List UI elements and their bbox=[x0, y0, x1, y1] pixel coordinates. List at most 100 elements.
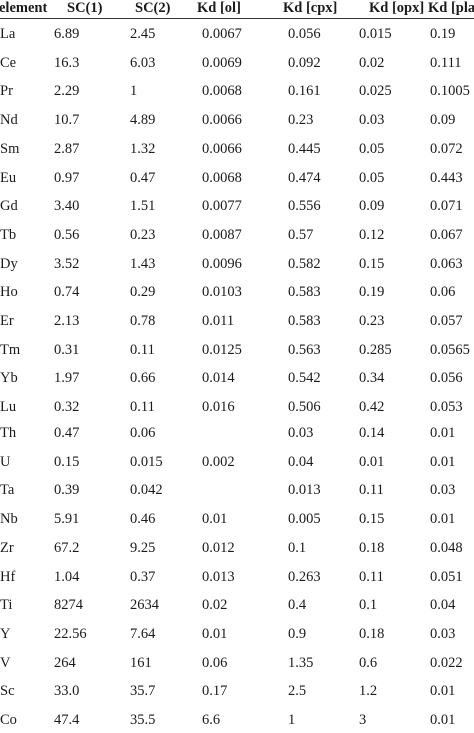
table-row: Yb 1.97 0.66 0.014 0.542 0.34 0.056 bbox=[0, 365, 474, 391]
value-cell: 0.11 bbox=[359, 568, 384, 585]
value-cell: 0.02 bbox=[359, 54, 385, 71]
value-cell: 0.29 bbox=[130, 284, 156, 301]
table-row: Zr 67.2 9.25 0.012 0.1 0.18 0.048 bbox=[0, 535, 474, 561]
table-row: Er 2.13 0.78 0.011 0.583 0.23 0.057 bbox=[0, 308, 474, 334]
value-cell: 0.06 bbox=[430, 284, 456, 301]
value-cell: 2.13 bbox=[54, 313, 80, 329]
value-cell: 2.29 bbox=[54, 83, 80, 100]
value-cell: 0.01 bbox=[430, 453, 456, 470]
value-cell: 0.0087 bbox=[202, 226, 242, 243]
value-cell: 0.563 bbox=[288, 341, 321, 358]
value-cell: 0.582 bbox=[288, 255, 321, 272]
value-cell: 0.01 bbox=[430, 511, 456, 528]
value-cell: 0.0565 bbox=[430, 341, 470, 358]
table-row: Dy 3.52 1.43 0.0096 0.582 0.15 0.063 bbox=[0, 251, 474, 277]
element-cell: V bbox=[0, 654, 11, 671]
value-cell: 67.2 bbox=[54, 539, 80, 556]
header-sc2: SC(2) bbox=[135, 0, 171, 16]
value-cell: 0.063 bbox=[430, 255, 463, 272]
value-cell: 0.0068 bbox=[202, 169, 242, 186]
value-cell: 0.57 bbox=[288, 226, 314, 243]
value-cell: 0.0125 bbox=[202, 341, 242, 358]
header-element: element bbox=[0, 0, 48, 16]
value-cell: 0.583 bbox=[288, 284, 321, 301]
value-cell: 0.11 bbox=[359, 482, 384, 499]
value-cell: 0.09 bbox=[359, 198, 385, 215]
value-cell: 0.11 bbox=[130, 399, 155, 416]
header-kd-ol: Kd [ol] bbox=[197, 0, 241, 16]
element-cell: Tb bbox=[0, 226, 17, 243]
element-cell: La bbox=[0, 26, 16, 42]
value-cell: 2634 bbox=[130, 597, 159, 614]
value-cell: 0.47 bbox=[54, 425, 80, 441]
table-row: Tb 0.56 0.23 0.0087 0.57 0.12 0.067 bbox=[0, 222, 474, 248]
value-cell: 0.9 bbox=[288, 625, 307, 642]
table-row: Ti 8274 2634 0.02 0.4 0.1 0.04 bbox=[0, 592, 474, 618]
table-row: Ta 0.39 0.042 0.013 0.11 0.03 bbox=[0, 477, 474, 503]
value-cell: 0.067 bbox=[430, 226, 463, 243]
table-row: Y 22.56 7.64 0.01 0.9 0.18 0.03 bbox=[0, 621, 474, 647]
header-rule bbox=[0, 18, 474, 19]
value-cell: 0.39 bbox=[54, 482, 80, 499]
value-cell: 0.03 bbox=[430, 482, 456, 499]
value-cell: 0.04 bbox=[430, 597, 456, 614]
value-cell: 16.3 bbox=[54, 54, 80, 71]
value-cell: 3 bbox=[359, 712, 367, 728]
value-cell: 0.042 bbox=[130, 482, 163, 499]
value-cell: 5.91 bbox=[54, 511, 80, 528]
value-cell: 0.016 bbox=[202, 399, 235, 416]
value-cell: 0.05 bbox=[359, 140, 385, 157]
value-cell: 1.04 bbox=[54, 568, 80, 585]
value-cell: 0.11 bbox=[130, 341, 155, 358]
element-cell: Yb bbox=[0, 370, 18, 387]
element-cell: Dy bbox=[0, 255, 18, 272]
value-cell: 0.15 bbox=[359, 511, 385, 528]
value-cell: 0.19 bbox=[359, 284, 385, 301]
value-cell: 0.0096 bbox=[202, 255, 242, 272]
element-cell: Ho bbox=[0, 284, 18, 301]
value-cell: 0.01 bbox=[430, 425, 456, 441]
value-cell: 0.056 bbox=[288, 26, 321, 42]
value-cell: 0.0066 bbox=[202, 140, 242, 157]
value-cell: 0.17 bbox=[202, 683, 228, 700]
element-cell: Lu bbox=[0, 399, 17, 416]
value-cell: 6.89 bbox=[54, 26, 80, 42]
header-kd-opx: Kd [opx] bbox=[369, 0, 425, 16]
value-cell: 0.46 bbox=[130, 511, 156, 528]
table-row: Eu 0.97 0.47 0.0068 0.474 0.05 0.443 bbox=[0, 165, 474, 191]
value-cell: 0.002 bbox=[202, 453, 235, 470]
value-cell: 0.06 bbox=[202, 654, 228, 671]
value-cell: 1.32 bbox=[130, 140, 156, 157]
table-row: Nb 5.91 0.46 0.01 0.005 0.15 0.01 bbox=[0, 506, 474, 532]
value-cell: 2.87 bbox=[54, 140, 80, 157]
value-cell: 0.012 bbox=[202, 539, 235, 556]
value-cell: 0.445 bbox=[288, 140, 321, 157]
table-row: La 6.89 2.45 0.0067 0.056 0.015 0.19 bbox=[0, 21, 474, 47]
element-cell: Eu bbox=[0, 169, 17, 186]
value-cell: 0.011 bbox=[202, 313, 235, 329]
value-cell: 0.34 bbox=[359, 370, 385, 387]
element-cell: Zr bbox=[0, 539, 14, 556]
value-cell: 2.5 bbox=[288, 683, 307, 700]
value-cell: 0.013 bbox=[202, 568, 235, 585]
value-cell: 0.03 bbox=[359, 112, 385, 129]
value-cell: 0.02 bbox=[202, 597, 228, 614]
value-cell: 0.0068 bbox=[202, 83, 242, 100]
value-cell: 0.0077 bbox=[202, 198, 242, 215]
value-cell: 0.092 bbox=[288, 54, 321, 71]
element-cell: Tm bbox=[0, 341, 21, 358]
value-cell: 0.071 bbox=[430, 198, 463, 215]
element-cell: Gd bbox=[0, 198, 18, 215]
value-cell: 0.74 bbox=[54, 284, 80, 301]
value-cell: 0.4 bbox=[288, 597, 307, 614]
value-cell: 0.015 bbox=[130, 453, 163, 470]
value-cell: 33.0 bbox=[54, 683, 80, 700]
value-cell: 1.51 bbox=[130, 198, 156, 215]
value-cell: 6.6 bbox=[202, 712, 221, 728]
value-cell: 0.15 bbox=[359, 255, 385, 272]
value-cell: 0.263 bbox=[288, 568, 321, 585]
value-cell: 0.01 bbox=[430, 683, 456, 700]
value-cell: 0.05 bbox=[359, 169, 385, 186]
value-cell: 0.443 bbox=[430, 169, 463, 186]
